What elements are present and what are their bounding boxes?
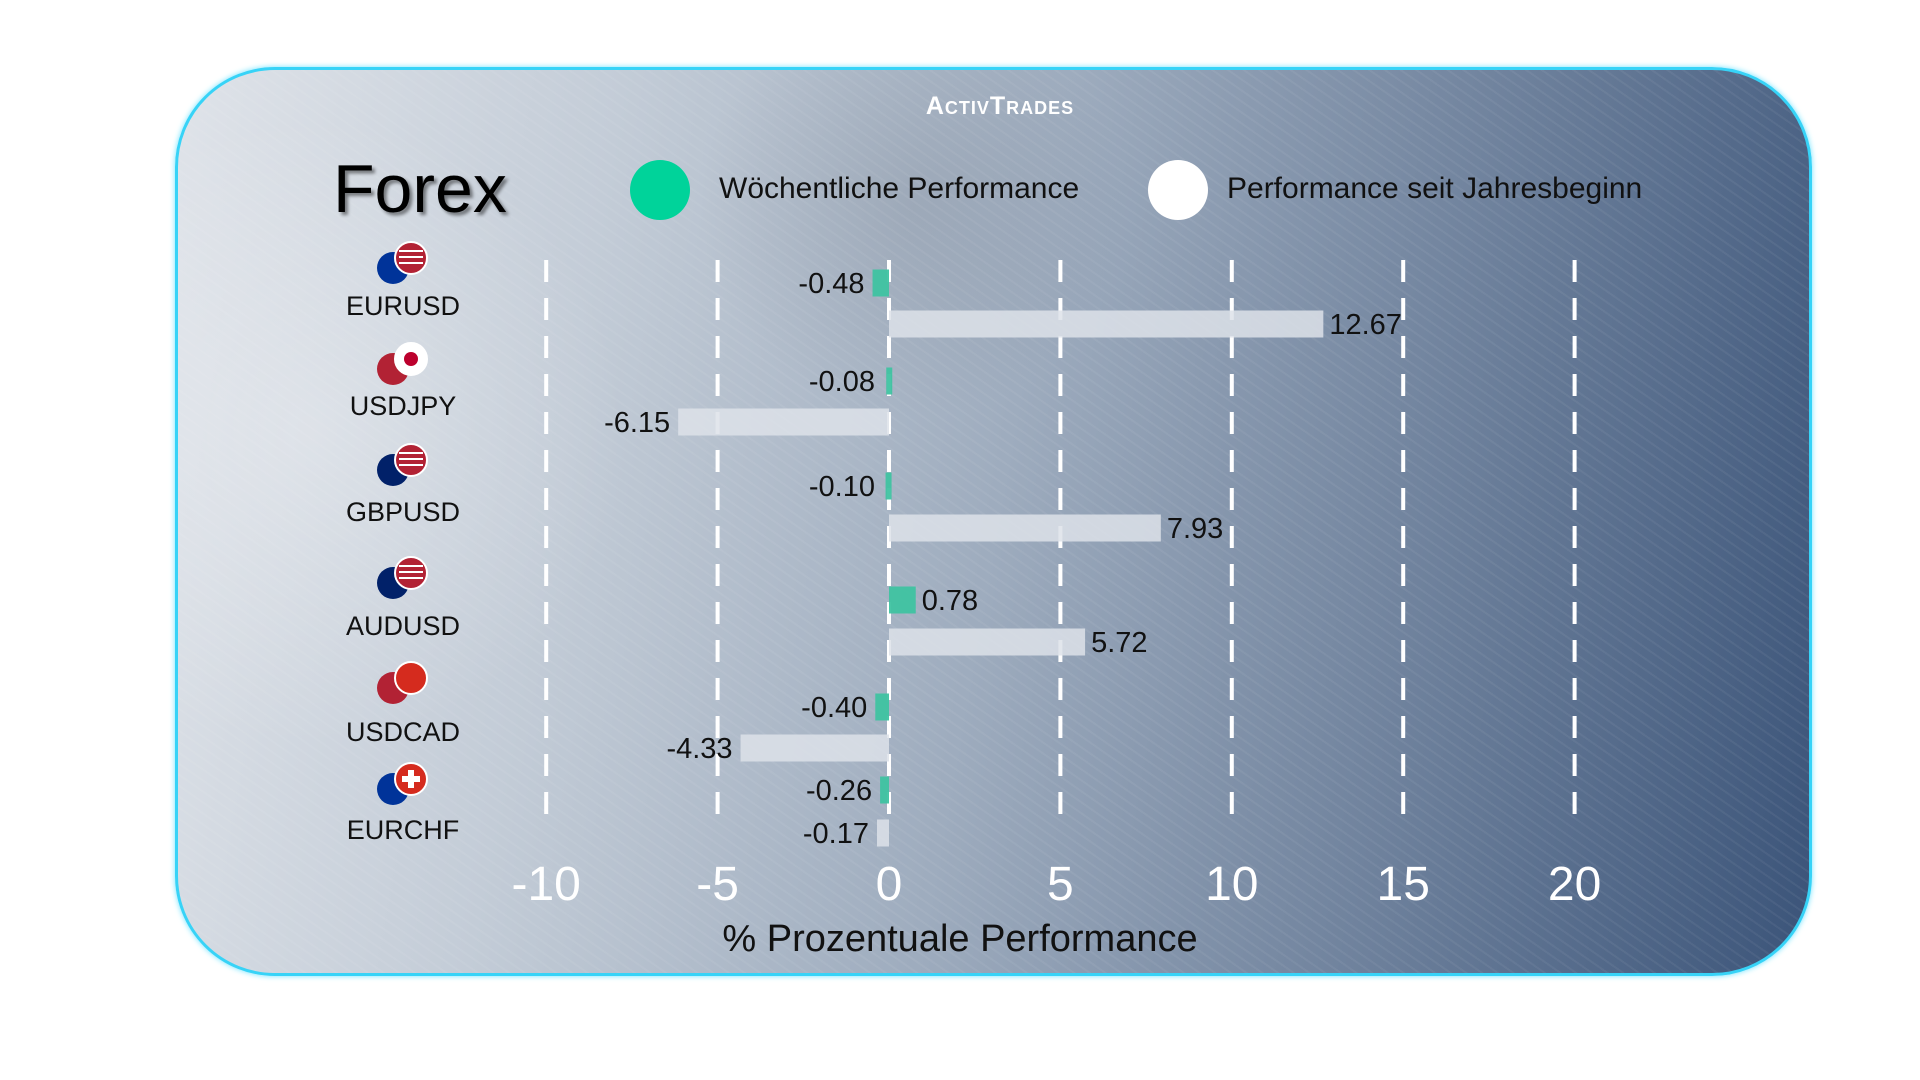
weekly-value-label: -0.40 (801, 692, 867, 724)
gbpusd-flag-icon (375, 442, 431, 488)
pair-label-eurusd: EURUSD (345, 291, 460, 321)
pair-label-usdjpy: USDJPY (349, 391, 457, 421)
weekly-value-label: 0.78 (922, 585, 978, 617)
weekly-value-label: -0.26 (806, 775, 872, 807)
ytd-bar-eurusd (889, 310, 1324, 338)
weekly-value-label: -0.10 (809, 471, 875, 503)
x-tick-label: 20 (1548, 858, 1601, 911)
ytd-value-label: -4.33 (666, 733, 732, 765)
ytd-bar-eurchf (877, 819, 889, 847)
weekly-bar-eurusd (872, 269, 889, 297)
eurchf-flag-icon (375, 761, 431, 807)
eurusd-flag-icon (375, 240, 431, 286)
activtrades-logo: ActivTrades (925, 92, 1075, 120)
weekly-bar-audusd (889, 586, 916, 614)
x-tick-label: -10 (512, 858, 581, 911)
x-tick-label: 10 (1205, 858, 1258, 911)
pair-label-usdcad: USDCAD (345, 717, 460, 747)
weekly-value-label: -0.48 (798, 268, 864, 300)
chart-card (175, 67, 1812, 976)
ytd-value-label: -0.17 (803, 818, 869, 850)
ytd-bar-usdcad (740, 734, 889, 762)
legend-ytd-dot (1148, 160, 1208, 220)
ytd-value-label: 5.72 (1091, 627, 1147, 659)
pair-label-eurchf: EURCHF (346, 815, 460, 845)
ytd-value-label: 7.93 (1167, 513, 1223, 545)
weekly-bar-usdjpy (886, 367, 893, 395)
legend-weekly-label: Wöchentliche Performance (719, 172, 1080, 205)
page-title: Forex (333, 151, 507, 227)
x-tick-label: 0 (876, 858, 903, 911)
ytd-bar-usdjpy (678, 408, 889, 436)
pair-label-audusd: AUDUSD (345, 611, 460, 641)
weekly-bar-gbpusd (885, 472, 892, 500)
audusd-flag-icon (375, 555, 431, 601)
legend-weekly-dot (630, 160, 690, 220)
usdjpy-flag-icon (375, 341, 431, 387)
ytd-bar-gbpusd (889, 514, 1161, 542)
x-tick-label: 5 (1047, 858, 1074, 911)
legend-ytd-label: Performance seit Jahresbeginn (1227, 172, 1643, 205)
ytd-value-label: -6.15 (604, 407, 670, 439)
weekly-bar-eurchf (880, 776, 889, 804)
usdcad-flag-icon (375, 660, 431, 706)
ytd-bar-audusd (889, 628, 1086, 656)
ytd-value-label: 12.67 (1329, 309, 1402, 341)
weekly-value-label: -0.08 (809, 366, 875, 398)
x-axis-label: % Prozentuale Performance (722, 918, 1198, 960)
x-tick-label: -5 (696, 858, 739, 911)
weekly-bar-usdcad (875, 693, 889, 721)
x-tick-label: 15 (1377, 858, 1430, 911)
pair-label-gbpusd: GBPUSD (345, 497, 461, 527)
